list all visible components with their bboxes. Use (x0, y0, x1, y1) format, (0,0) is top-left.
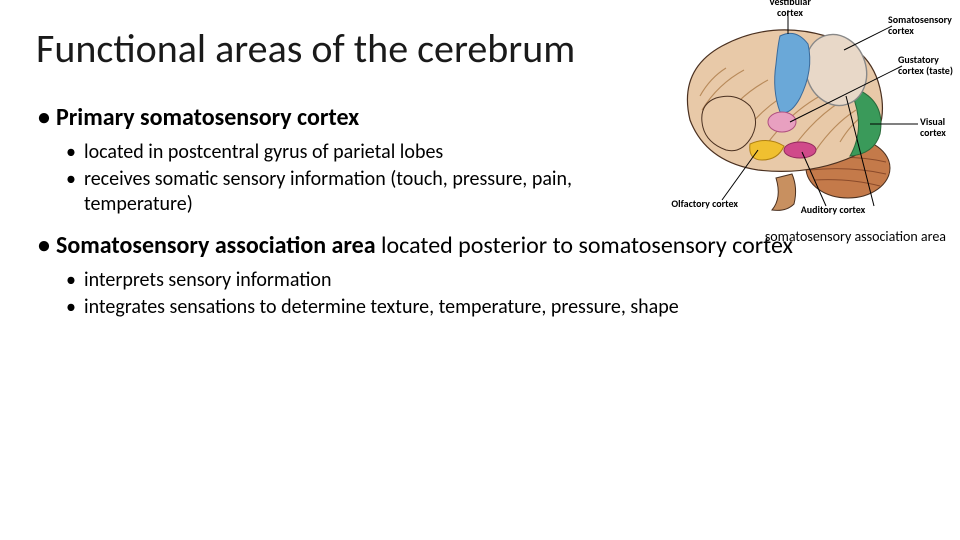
bullet-point: integrates sensations to determine textu… (66, 295, 930, 320)
brain-figure: Vestibular cortex Somatosensory cortex G… (630, 0, 950, 220)
bullet-point: receives somatic sensory information (to… (66, 167, 610, 217)
bullet-point: located in postcentral gyrus of parietal… (66, 140, 610, 165)
label-visual: Visual cortex (920, 116, 960, 138)
bullet-rest-part: located posterior to somatosensory corte… (376, 231, 793, 260)
label-somatosensory: Somatosensory cortex (888, 14, 958, 36)
label-vestibular: Vestibular cortex (760, 0, 820, 18)
label-olfactory: Olfactory cortex (648, 198, 738, 209)
bullet-bold-part: Somatosensory association area (56, 231, 376, 260)
figure-caption: somatosensory association area (765, 228, 946, 245)
bullet-primary-somatosensory: Primary somatosensory cortex (38, 103, 610, 132)
label-gustatory: Gustatory cortex (taste) (898, 54, 958, 76)
label-auditory: Auditory cortex (788, 204, 878, 215)
bullet-point: interprets sensory information (66, 268, 930, 293)
